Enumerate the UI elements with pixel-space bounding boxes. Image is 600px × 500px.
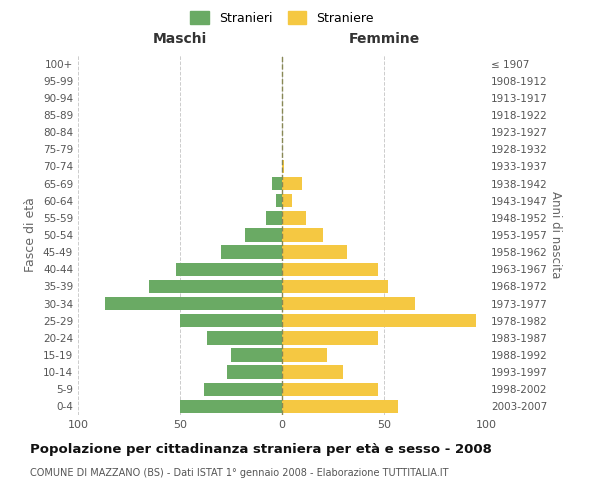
Bar — [245, 228, 282, 241]
Bar — [176, 262, 282, 276]
Bar — [282, 228, 323, 241]
Bar — [180, 400, 282, 413]
Bar — [282, 160, 284, 173]
Bar — [282, 348, 327, 362]
Bar — [282, 366, 343, 379]
Bar — [180, 314, 282, 328]
Bar — [282, 246, 347, 259]
Bar — [221, 246, 282, 259]
Bar — [282, 262, 378, 276]
Bar — [231, 348, 282, 362]
Bar — [282, 382, 378, 396]
Bar — [282, 211, 307, 224]
Bar — [282, 194, 292, 207]
Bar — [205, 382, 282, 396]
Bar — [282, 314, 476, 328]
Bar — [282, 331, 378, 344]
Bar — [104, 297, 282, 310]
Bar — [227, 366, 282, 379]
Legend: Stranieri, Straniere: Stranieri, Straniere — [185, 6, 379, 30]
Text: Popolazione per cittadinanza straniera per età e sesso - 2008: Popolazione per cittadinanza straniera p… — [30, 442, 492, 456]
Y-axis label: Anni di nascita: Anni di nascita — [548, 192, 562, 278]
Text: Femmine: Femmine — [349, 32, 419, 46]
Text: COMUNE DI MAZZANO (BS) - Dati ISTAT 1° gennaio 2008 - Elaborazione TUTTITALIA.IT: COMUNE DI MAZZANO (BS) - Dati ISTAT 1° g… — [30, 468, 449, 477]
Bar — [266, 211, 282, 224]
Bar — [272, 177, 282, 190]
Bar — [149, 280, 282, 293]
Bar — [282, 280, 388, 293]
Bar — [282, 400, 398, 413]
Y-axis label: Fasce di età: Fasce di età — [25, 198, 37, 272]
Text: Maschi: Maschi — [153, 32, 207, 46]
Bar — [276, 194, 282, 207]
Bar — [282, 297, 415, 310]
Bar — [282, 177, 302, 190]
Bar — [206, 331, 282, 344]
